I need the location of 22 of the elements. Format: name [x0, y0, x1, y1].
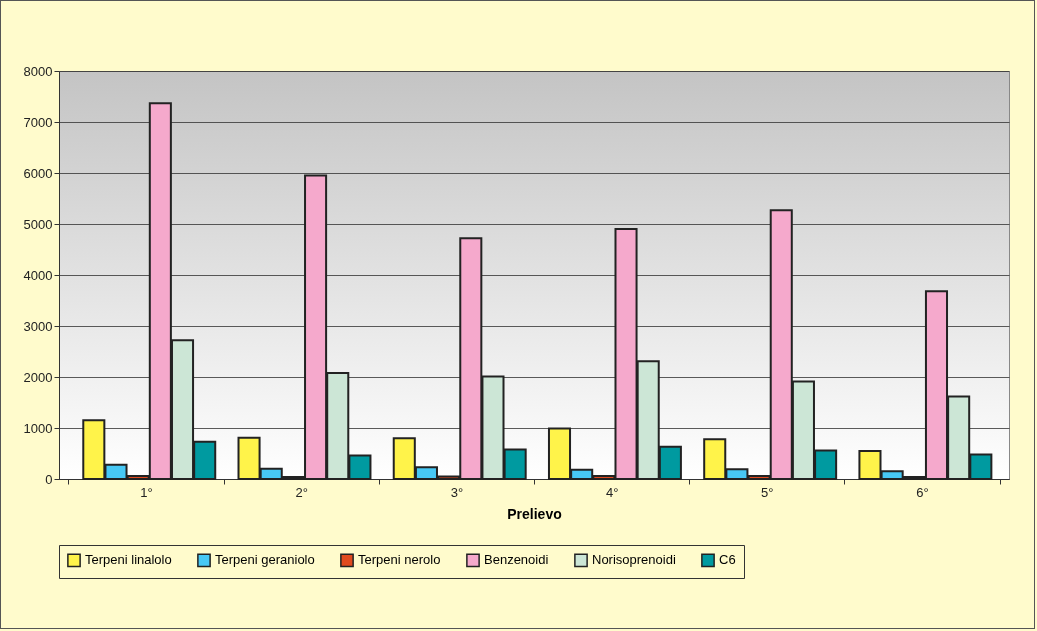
- x-tick-label: 5°: [761, 484, 774, 500]
- y-tick-label: 8000: [23, 63, 53, 79]
- x-tick-label: 3°: [450, 484, 464, 500]
- y-tick-label: 2000: [23, 369, 53, 385]
- y-tick-label: 5000: [23, 216, 53, 232]
- y-tick-label: 0: [45, 471, 53, 487]
- y-tick-label: 1000: [23, 420, 53, 436]
- legend-label: Norisoprenoidi: [592, 552, 676, 568]
- x-tick-label: 1°: [140, 484, 153, 500]
- legend-label: Terpeni nerolo: [358, 552, 441, 568]
- legend-label: Terpeni geraniolo: [215, 552, 315, 568]
- x-axis-title: Prelievo: [507, 505, 562, 522]
- y-tick-label: 6000: [23, 165, 53, 181]
- legend-label: Benzenoidi: [484, 552, 549, 568]
- x-tick-label: 2°: [295, 484, 308, 500]
- y-tick-label: 4000: [23, 267, 53, 283]
- y-tick-label: 7000: [23, 114, 53, 130]
- y-tick-label: 3000: [23, 318, 53, 334]
- x-tick-label: 4°: [605, 484, 619, 500]
- x-tick-label: 6°: [916, 484, 929, 500]
- legend-label: Terpeni linalolo: [85, 552, 172, 568]
- legend-label: C6: [719, 552, 736, 568]
